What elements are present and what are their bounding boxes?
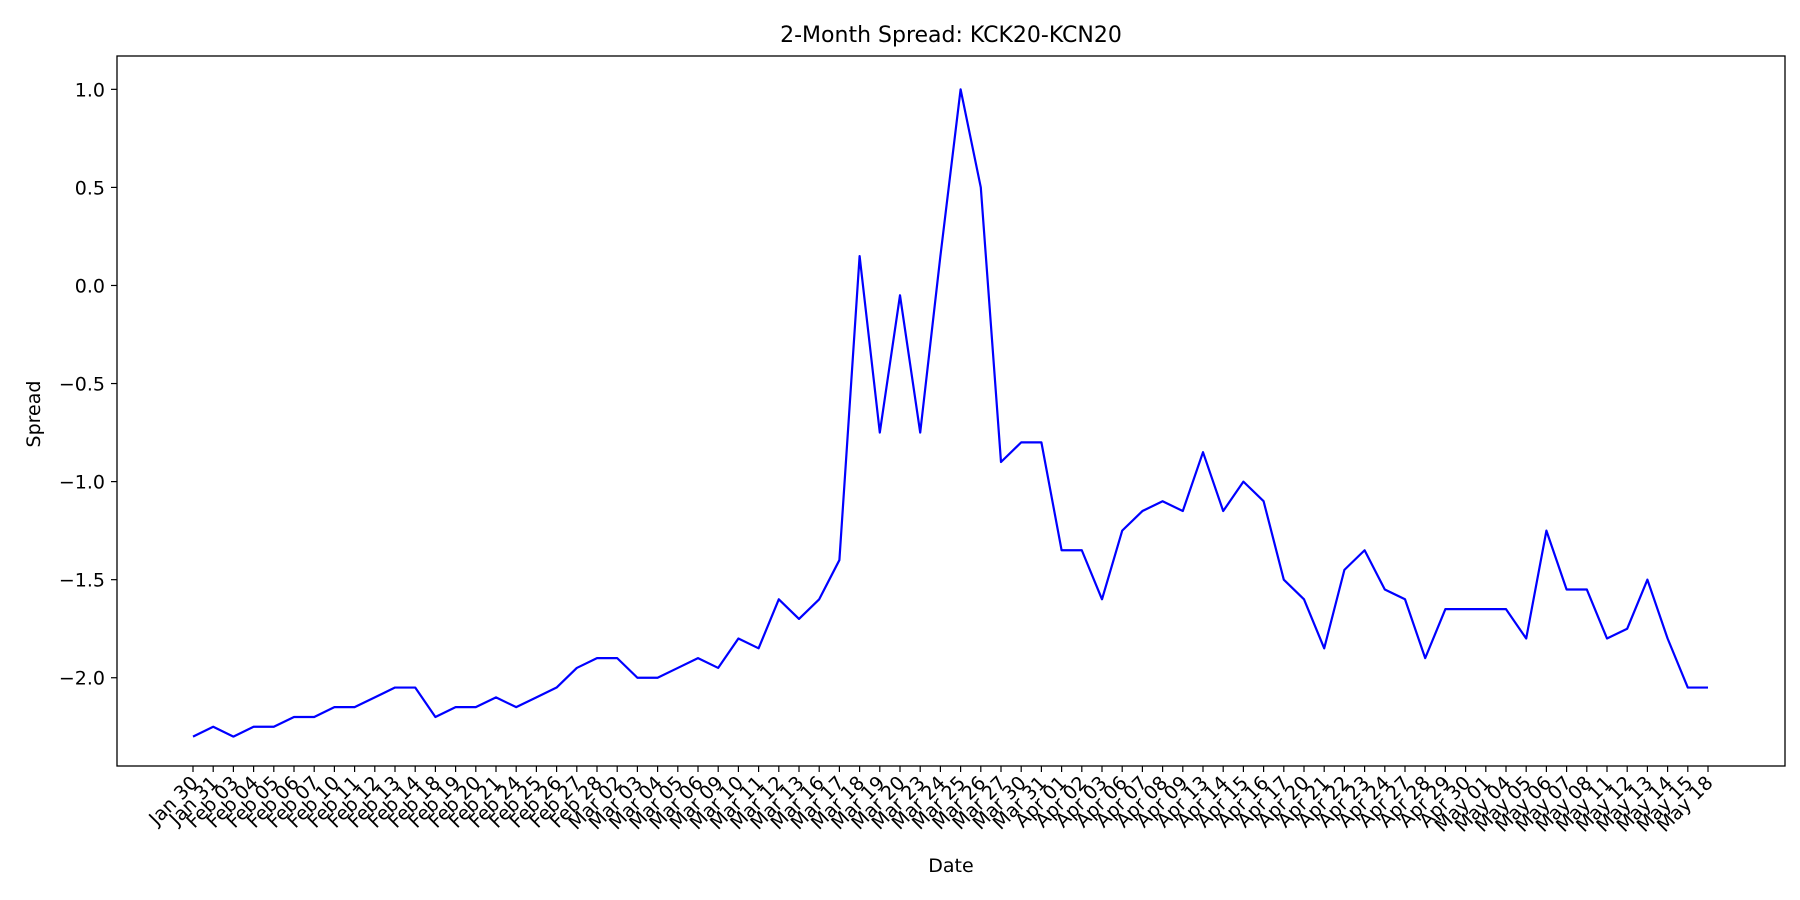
data-point [1020, 441, 1022, 443]
axes-frame [116, 55, 1786, 767]
data-point [1384, 588, 1386, 590]
data-point [1162, 500, 1164, 502]
data-point [1525, 637, 1527, 639]
data-point [677, 667, 679, 669]
y-tick-label: −1.0 [59, 472, 105, 494]
data-point [636, 677, 638, 679]
data-point [798, 618, 800, 620]
data-point [1323, 647, 1325, 649]
data-point [1040, 441, 1042, 443]
data-point [374, 696, 376, 698]
data-point [535, 696, 537, 698]
data-point [1242, 481, 1244, 483]
data-point [717, 667, 719, 669]
data-point [313, 716, 315, 718]
data-point [1101, 598, 1103, 600]
data-point [616, 657, 618, 659]
data-point [919, 431, 921, 433]
data-point [253, 726, 255, 728]
data-point [1283, 579, 1285, 581]
data-point [455, 706, 457, 708]
y-tick-label: 0.5 [75, 177, 105, 199]
data-point [1000, 461, 1002, 463]
data-point [737, 637, 739, 639]
data-point [980, 186, 982, 188]
data-point [1121, 530, 1123, 532]
data-point [434, 716, 436, 718]
y-axis-label: Spread [23, 381, 45, 448]
data-point [1646, 579, 1648, 581]
data-point [960, 88, 962, 90]
data-point [1182, 510, 1184, 512]
y-tick-label: −0.5 [59, 374, 105, 396]
data-point [1444, 608, 1446, 610]
data-point [1566, 588, 1568, 590]
y-tick-label: −2.0 [59, 668, 105, 690]
data-point [1364, 549, 1366, 551]
x-axis-label: Date [928, 855, 973, 877]
data-point [556, 686, 558, 688]
data-point [293, 716, 295, 718]
data-point [394, 686, 396, 688]
data-point [1081, 549, 1083, 551]
data-point [778, 598, 780, 600]
data-point [414, 686, 416, 688]
data-point [273, 726, 275, 728]
data-point [1141, 510, 1143, 512]
data-point [475, 706, 477, 708]
data-point [1303, 598, 1305, 600]
data-point [354, 706, 356, 708]
data-point [495, 696, 497, 698]
data-point [899, 294, 901, 296]
data-point [1263, 500, 1265, 502]
data-point [1545, 530, 1547, 532]
data-point [576, 667, 578, 669]
data-point [596, 657, 598, 659]
data-point [657, 677, 659, 679]
data-point [1586, 588, 1588, 590]
data-point [1687, 686, 1689, 688]
chart-title: 2-Month Spread: KCK20-KCN20 [780, 23, 1122, 48]
data-point [1606, 637, 1608, 639]
data-point [1424, 657, 1426, 659]
data-point [1505, 608, 1507, 610]
data-point [1222, 510, 1224, 512]
data-point [515, 706, 517, 708]
data-point [1485, 608, 1487, 610]
data-point [1202, 451, 1204, 453]
y-tick-label: 1.0 [75, 79, 105, 101]
data-point [697, 657, 699, 659]
y-tick-label: −1.5 [59, 570, 105, 592]
data-point [818, 598, 820, 600]
data-point [879, 431, 881, 433]
data-point [333, 706, 335, 708]
data-point [1343, 569, 1345, 571]
data-point [1061, 549, 1063, 551]
spread-series-line [192, 88, 1708, 738]
data-point [212, 726, 214, 728]
data-point [1465, 608, 1467, 610]
data-point [1667, 637, 1669, 639]
data-point [859, 255, 861, 257]
plot-area [192, 88, 1709, 738]
data-point [1626, 628, 1628, 630]
data-point [192, 735, 194, 737]
data-point [939, 255, 941, 257]
data-point [232, 735, 234, 737]
data-point [758, 647, 760, 649]
data-point [838, 559, 840, 561]
data-point [1707, 686, 1709, 688]
data-point [1404, 598, 1406, 600]
y-tick-label: 0.0 [75, 275, 105, 297]
